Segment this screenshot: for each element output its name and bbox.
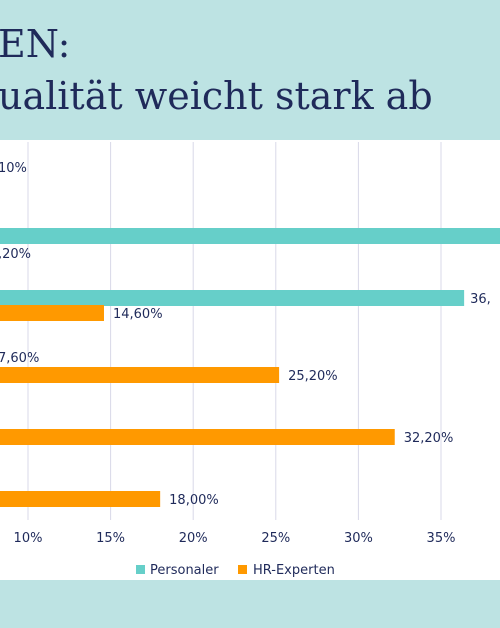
- data-label-hr-experten: ,20%: [0, 247, 31, 262]
- data-label-hr-experten: 10%: [0, 161, 27, 176]
- x-tick-label: 25%: [261, 531, 290, 546]
- legend-swatch-hr-experten: [238, 565, 247, 574]
- bar-personaler: [0, 290, 465, 306]
- title-line-1: EN:: [0, 22, 71, 66]
- legend-label-hr-experten: HR-Experten: [253, 563, 335, 578]
- bar-hr-experten: [0, 367, 280, 383]
- data-label-hr-experten: 25,20%: [288, 369, 338, 384]
- header-banner: EN: ualität weicht stark ab: [0, 0, 500, 140]
- bar-hr-experten: [0, 429, 395, 445]
- title-line-2: ualität weicht stark ab: [0, 74, 433, 118]
- legend-label-personaler: Personaler: [150, 563, 219, 578]
- legend-swatch-personaler: [136, 565, 145, 574]
- data-label-personaler: 7,60%: [0, 351, 39, 366]
- data-label-personaler: 36,: [470, 292, 491, 307]
- x-tick-label: 35%: [427, 531, 456, 546]
- bar-personaler: [0, 228, 500, 244]
- footer-banner: [0, 580, 500, 628]
- x-tick-label: 30%: [344, 531, 373, 546]
- bar-hr-experten: [0, 491, 161, 507]
- data-label-hr-experten: 14,60%: [113, 307, 163, 322]
- bar-chart: 10% 15% 20% 25% 30% 35% 10% ,20% 36, 14,60% 7,60% 2…: [0, 142, 500, 578]
- data-label-hr-experten: 18,00%: [169, 493, 219, 508]
- x-tick-label: 20%: [179, 531, 208, 546]
- bar-hr-experten: [0, 305, 104, 321]
- x-tick-label: 10%: [14, 531, 43, 546]
- x-tick-label: 15%: [96, 531, 125, 546]
- data-label-hr-experten: 32,20%: [404, 431, 454, 446]
